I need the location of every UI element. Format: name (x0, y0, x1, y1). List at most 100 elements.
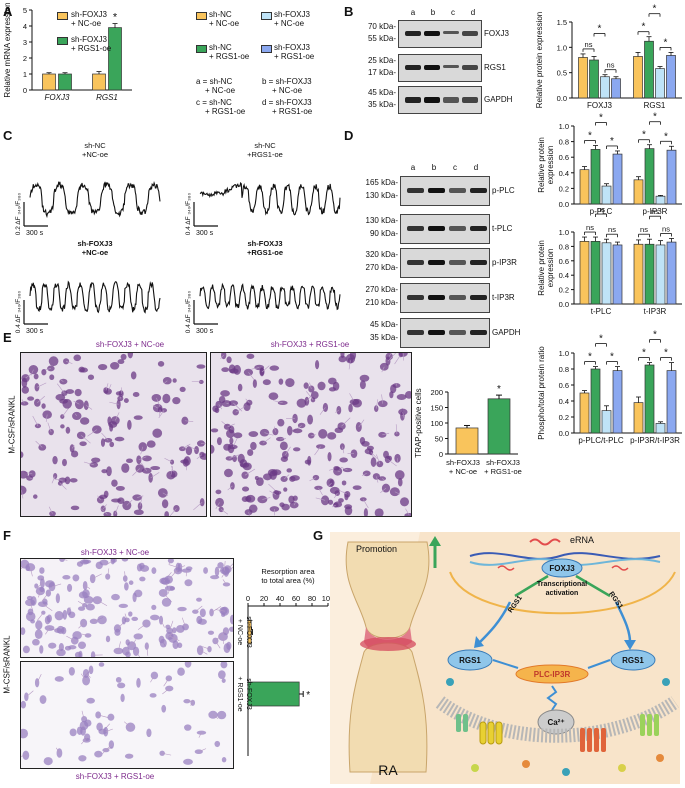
cell-process (248, 512, 251, 516)
cell (404, 513, 411, 516)
blot-d-marker: 130 kDa- (365, 191, 398, 200)
cell-process (227, 485, 233, 491)
key-a2: + NC-oe (205, 86, 236, 95)
cell (314, 485, 323, 490)
cell-process (402, 411, 405, 419)
cell (229, 437, 234, 445)
cell (127, 419, 132, 430)
key-b: b = sh-FOXJ3 (262, 77, 312, 86)
panel-b-chart: 0.0 0.5 1.0 1.5 Relative protein expression F… (535, 4, 682, 110)
cell (307, 432, 315, 439)
cell (377, 400, 388, 408)
cell (69, 728, 77, 737)
cell-process (36, 612, 44, 621)
cell (117, 682, 126, 689)
cell-process (169, 635, 180, 641)
cell (228, 626, 233, 632)
cell (122, 575, 128, 582)
cell-process (168, 588, 171, 594)
cell (136, 455, 142, 465)
cell-process (30, 369, 34, 376)
cell (162, 393, 171, 404)
cell-process (179, 565, 186, 568)
trace-title-0-0: sh-NC (84, 141, 106, 150)
cell-process (261, 365, 270, 373)
cell-process (285, 446, 291, 456)
cell (161, 597, 172, 607)
cell (394, 470, 405, 480)
cell (394, 453, 401, 463)
knee-joint-illustration (345, 541, 430, 773)
blot-d-t-ip3r (400, 283, 490, 313)
panel-label-d: D (344, 128, 354, 143)
cell (100, 438, 106, 447)
cell (183, 699, 191, 704)
cell-process (212, 714, 219, 719)
cell-process (40, 577, 45, 580)
cell (60, 424, 65, 429)
cell-process (244, 468, 256, 476)
cell (115, 485, 125, 491)
cell-process (123, 721, 131, 728)
cell (232, 409, 239, 416)
cell (110, 362, 120, 370)
blot-band (424, 65, 440, 70)
cell-process (220, 354, 224, 360)
cell (105, 573, 111, 580)
A-ytick-label-1: 1 (23, 70, 27, 79)
blot-band (428, 260, 445, 265)
cell-process (245, 398, 250, 403)
cell (226, 641, 232, 650)
E-ytick-label-4: 200 (430, 388, 443, 397)
blot-band (470, 330, 487, 335)
cell (198, 618, 207, 625)
cell-process (280, 438, 287, 440)
D2-cat-label-0: t-PLC (591, 307, 612, 316)
panel-e-title-left: sh-FOXJ3 + NC-oe (95, 340, 165, 349)
cell (292, 428, 303, 434)
cell (172, 640, 179, 650)
cell-process (35, 440, 43, 448)
D3-ytick-label-5: 1.0 (559, 349, 569, 358)
cell (132, 391, 140, 398)
cell (142, 619, 151, 628)
blot-b-lane-a: a (410, 8, 416, 17)
cell-process (152, 404, 158, 409)
cell-process (222, 579, 227, 585)
cell (86, 697, 95, 704)
cell (164, 585, 175, 591)
D1-sig-label-1: * (599, 113, 603, 124)
cell (259, 367, 265, 377)
rgs1-left-label: RGS1 (459, 656, 481, 665)
cell (21, 401, 29, 406)
cell-process (138, 456, 147, 461)
blot-d-row-label: p-IP3R (492, 258, 517, 267)
cell-process (137, 495, 144, 498)
cell (384, 455, 391, 464)
cell (172, 378, 177, 383)
cell-process (348, 360, 351, 370)
cell-process (30, 567, 33, 577)
D1-cat-label-1: p-IP3R (643, 207, 668, 216)
panel-label-e: E (3, 330, 12, 345)
F-xtick-label-1: 20 (260, 594, 268, 603)
cell (117, 359, 125, 365)
cell (69, 478, 78, 483)
cell (111, 593, 120, 601)
D3-sig-label-5: * (664, 348, 668, 359)
D3-cat-label-1: p-IP3R/t-IP3R (630, 436, 680, 445)
cell (257, 495, 268, 504)
cell-process (334, 492, 338, 499)
cell-process (102, 504, 107, 509)
cell (218, 395, 226, 404)
D1-sig-label-5: * (664, 131, 668, 142)
cell (44, 615, 51, 625)
calcium-trace-svg: 0.2 ΔF ₃₄₀/F₃₈₀ 300 ssh-NC+NC-oe0.4 ΔF ₃₄… (15, 141, 341, 335)
E-ylabel: TRAP-positive cells (414, 388, 423, 457)
cell-process (65, 361, 73, 364)
cell (207, 630, 215, 635)
D1-ytick-label-1: 0.2 (559, 184, 569, 193)
D1-cat-label-0: p-PLC (590, 207, 613, 216)
blot-b-foxj3 (398, 20, 482, 48)
cell (62, 398, 72, 409)
